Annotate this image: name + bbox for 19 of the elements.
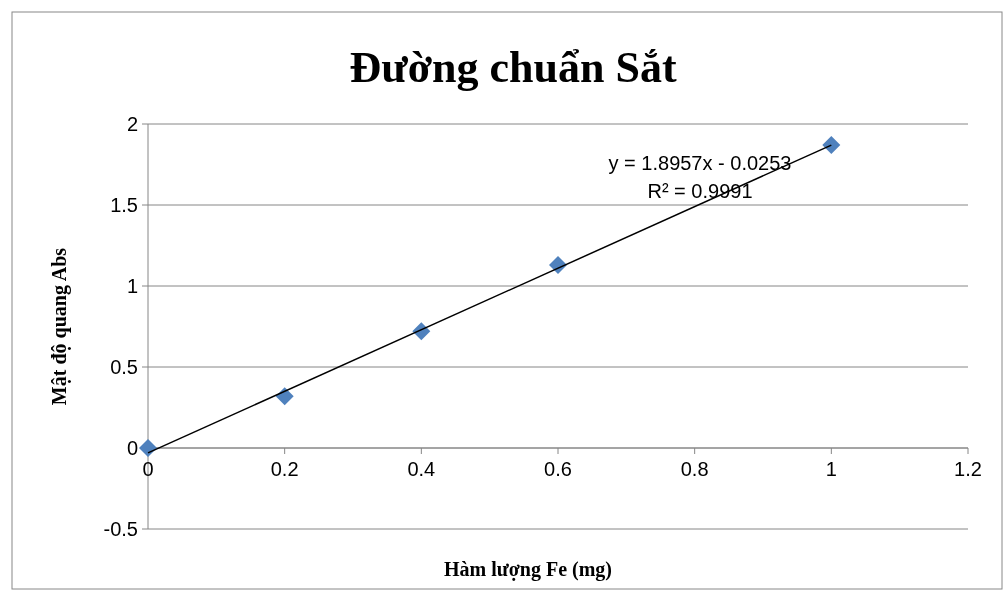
y-tick-label: 1 [126,275,138,297]
point [139,439,157,457]
x-tick-label: 1 [825,458,837,480]
y-tick-label: 0.5 [110,356,138,378]
y-tick-label: 2 [126,113,138,135]
x-tick-label: 0.4 [407,458,436,480]
y-axis-title: Mật độ quang Abs [48,247,71,406]
y-tick-label: -0.5 [103,518,138,540]
y-tick-label: 0 [126,437,138,459]
x-tick-label: 0 [142,458,154,480]
x-tick-label: 0.6 [544,458,572,480]
x-tick-label: 0.2 [270,458,299,480]
x-axis-title: Hàm lượng Fe (mg) [443,558,613,581]
point [822,136,841,155]
chart-title: Đường chuẩn Sắt [349,43,677,92]
x-tick-label: 0.8 [680,458,709,480]
x-tick-label: 1.2 [954,458,982,480]
y-tick-label: 1.5 [110,194,138,216]
annotation: y = 1.8957x - 0.0253 [608,152,792,174]
